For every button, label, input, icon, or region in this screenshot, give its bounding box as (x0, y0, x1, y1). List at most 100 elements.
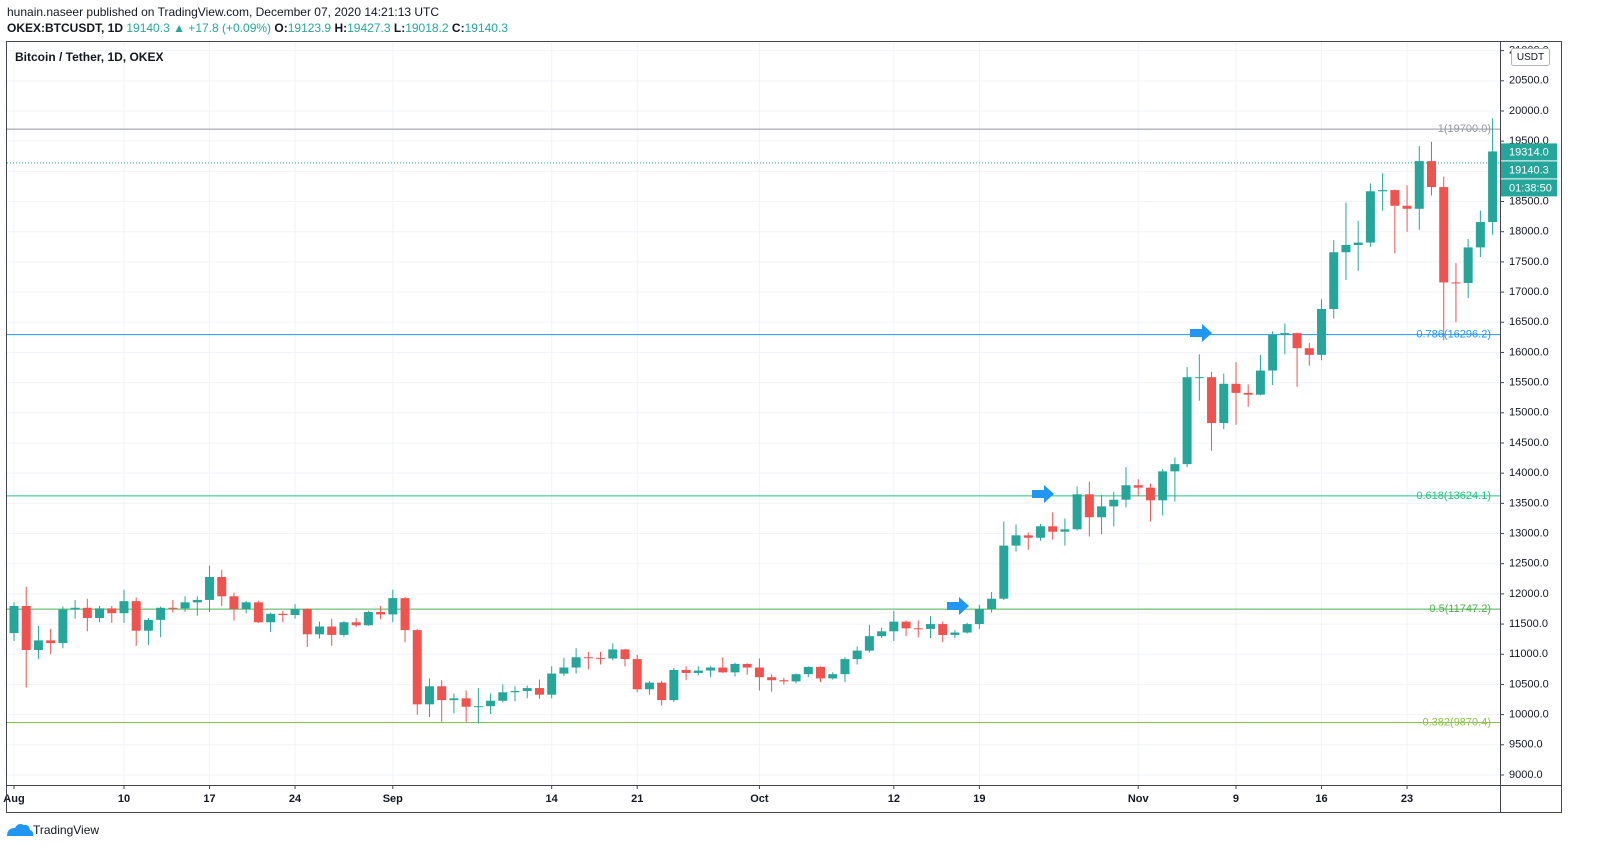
x-tick-label: Nov (1128, 793, 1150, 805)
publisher: hunain.naseer published on TradingView.c… (7, 5, 440, 19)
candle-body (241, 602, 251, 609)
c-label: C: (451, 21, 465, 35)
candle-body (327, 626, 337, 635)
candle-body (938, 624, 948, 635)
y-tick-label: 16000.0 (1509, 346, 1549, 358)
tradingview-logo: TradingView (7, 823, 99, 837)
candle-body (534, 688, 544, 695)
candle-body (1439, 187, 1449, 283)
arrow (1190, 324, 1212, 342)
o-label: O: (274, 21, 288, 35)
fib-label: 0.5(11747.2) (1429, 603, 1491, 615)
y-tick-label: 13500.0 (1509, 497, 1549, 509)
fib-label: 0.786(16296.2) (1416, 328, 1491, 340)
y-tick-label: 20500.0 (1509, 75, 1549, 87)
candle-body (339, 622, 349, 635)
candle-body (486, 700, 496, 707)
candle-body (1170, 464, 1180, 472)
candle-body (1463, 247, 1473, 284)
x-tick-label: 21 (631, 793, 643, 805)
candle-body (1341, 244, 1351, 253)
y-tick-label: 11500.0 (1509, 618, 1548, 630)
x-tick-label: 24 (289, 793, 302, 805)
candle-body (901, 621, 911, 629)
candle-body (363, 612, 373, 626)
candle-body (388, 598, 398, 615)
candle-body (510, 691, 520, 693)
o-value: 19123.9 (287, 21, 332, 35)
candle-body (21, 605, 31, 651)
candle-body (302, 608, 312, 635)
candle-body (156, 607, 166, 620)
candle-body (180, 602, 190, 609)
arrow (1032, 485, 1054, 503)
candle-body (754, 667, 764, 678)
y-tick-label: 17000.0 (1509, 286, 1549, 298)
candle-body (559, 667, 569, 674)
logo-icon (7, 824, 34, 836)
change: ▲ +17.8 (+0.09%) (173, 21, 272, 35)
y-tick-label: 13000.0 (1509, 527, 1549, 539)
candle-body (632, 659, 642, 690)
fib-label: 1(19700.0) (1438, 123, 1491, 135)
countdown: 01:38:50 (1509, 182, 1552, 194)
candle-body (314, 626, 324, 635)
x-tick-label: 10 (118, 793, 130, 805)
y-tick-label: 9000.0 (1509, 769, 1543, 781)
y-tick-label: 12500.0 (1509, 558, 1549, 570)
price-label-box (1501, 161, 1557, 179)
candle-body (644, 682, 654, 690)
candle-body (1219, 383, 1229, 424)
candle-body (1451, 282, 1461, 284)
candle-body (767, 677, 777, 681)
brand: TradingView (33, 823, 99, 837)
l-value: 19018.2 (405, 21, 449, 35)
candle-body (522, 688, 532, 692)
y-tick-label: 16500.0 (1509, 316, 1549, 328)
candle-body (1060, 529, 1070, 532)
candle-body (1121, 485, 1131, 500)
l-label: L: (393, 21, 406, 35)
candle-body (681, 669, 691, 673)
candle-body (1378, 190, 1388, 192)
candle-body (1365, 191, 1375, 243)
y-tick-label: 18500.0 (1509, 195, 1549, 207)
candle-body (400, 598, 410, 631)
candle-body (58, 609, 68, 644)
candle-body (33, 640, 43, 651)
candle-body (962, 624, 972, 633)
candle-body (779, 680, 789, 682)
candle-body (107, 608, 117, 614)
x-tick-label: 23 (1401, 793, 1413, 805)
candle-body (987, 598, 997, 609)
candle-body (266, 613, 276, 623)
symbol: OKEX:BTCUSDT, 1D (7, 21, 124, 35)
candle-body (596, 657, 606, 659)
candle-body (1109, 499, 1119, 507)
candle-body (1317, 308, 1327, 355)
candle-body (791, 674, 801, 682)
arrow (947, 597, 969, 615)
candle-body (1255, 370, 1265, 395)
candles (9, 118, 1498, 724)
candle-body (742, 663, 752, 668)
price: 19140.3 (126, 21, 170, 35)
candle-body (1304, 348, 1314, 355)
candle-body (547, 673, 557, 695)
candle-body (1488, 151, 1498, 223)
candle-body (1207, 377, 1217, 424)
candle-body (461, 698, 471, 707)
candle-body (217, 576, 227, 597)
y-tick-label: 10500.0 (1509, 678, 1549, 690)
candle-body (852, 650, 862, 660)
fib-levels: 1(19700.0) 0.786(16296.2) 0.618(13624.1) 0.… (7, 123, 1500, 728)
candle-body (192, 599, 202, 603)
candle-body (1023, 535, 1033, 538)
publisher-line: hunain.naseer published on TradingView.c… (7, 5, 439, 19)
grid (7, 42, 1500, 785)
symbol-line: OKEX:BTCUSDT, 1D 19140.3 ▲ +17.8 (+0.09%… (7, 21, 508, 35)
chart-title: Bitcoin / Tether, 1D, OKEX (15, 50, 163, 64)
h-label: H: (334, 21, 348, 35)
